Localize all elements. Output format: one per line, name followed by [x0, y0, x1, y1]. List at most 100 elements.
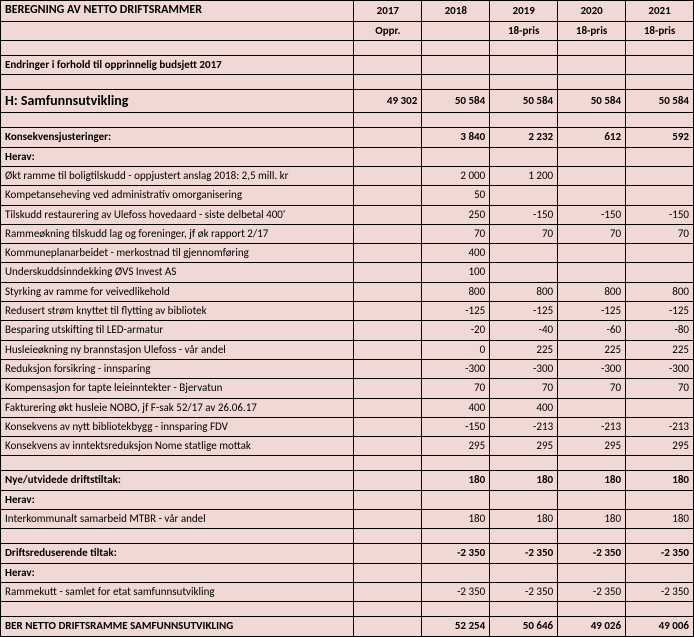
empty-row — [1, 40, 694, 55]
item-label: Reduksjon forsikring - innsparing — [1, 359, 354, 378]
item-val: -150 — [422, 417, 490, 436]
item-val — [558, 186, 626, 205]
konsekvens-label: Konsekvensjusteringer: — [1, 128, 354, 147]
driftsred-row: Driftsreduserende tiltak: -2 350 -2 350 … — [1, 544, 694, 563]
item-val: -150 — [626, 205, 694, 224]
item-row: Underskuddsinndekking ØVS Invest AS100 — [1, 263, 694, 282]
item-val: -80 — [626, 321, 694, 340]
herav-label-2: Herav: — [1, 490, 354, 509]
year-2021: 2021 — [626, 1, 694, 22]
item-val: -150 — [490, 205, 558, 224]
item-label: Tilskudd restaurering av Ulefoss hovedaa… — [1, 205, 354, 224]
budget-table: BEREGNING AV NETTO DRIFTSRAMMER 2017 201… — [0, 0, 694, 637]
item-row: Styrking av ramme for veivedlikehold8008… — [1, 282, 694, 301]
item-val: 2 000 — [422, 166, 490, 185]
item-val: -60 — [558, 321, 626, 340]
item-val: -125 — [422, 302, 490, 321]
item-val — [354, 379, 422, 398]
item-row: Kompensasjon for tapte leieinntekter - B… — [1, 379, 694, 398]
item-label: Konsekvens av nytt bibliotekbygg - innsp… — [1, 417, 354, 436]
item-val — [558, 263, 626, 282]
total-label: BER NETTO DRIFTSRAMME SAMFUNNSUTVIKLING — [1, 617, 354, 636]
item-val — [354, 263, 422, 282]
item-row: Kompetanseheving ved administrativ omorg… — [1, 186, 694, 205]
total-row: BER NETTO DRIFTSRAMME SAMFUNNSUTVIKLING … — [1, 617, 694, 636]
item-val: -125 — [490, 302, 558, 321]
driftsred-item-val: -2 350 — [626, 582, 694, 601]
item-val: 70 — [422, 379, 490, 398]
item-val: 70 — [626, 224, 694, 243]
item-val — [626, 244, 694, 263]
item-val — [490, 186, 558, 205]
item-val: -300 — [490, 359, 558, 378]
konsekvens-row: Konsekvensjusteringer: 3 840 2 232 612 5… — [1, 128, 694, 147]
item-val: 50 — [422, 186, 490, 205]
item-val: -40 — [490, 321, 558, 340]
nye-item-val — [354, 510, 422, 529]
driftsred-item-val: -2 350 — [558, 582, 626, 601]
item-val: 800 — [490, 282, 558, 301]
driftsred-item-val: -2 350 — [490, 582, 558, 601]
item-val: 70 — [558, 224, 626, 243]
item-val: -150 — [558, 205, 626, 224]
item-val — [354, 244, 422, 263]
sub-2020: 18-pris — [558, 21, 626, 40]
nye-item-val: 180 — [558, 510, 626, 529]
herav-label-1: Herav: — [1, 147, 354, 166]
sub-2019: 18-pris — [490, 21, 558, 40]
item-val: 400 — [422, 244, 490, 263]
item-val: 70 — [490, 379, 558, 398]
item-val — [558, 244, 626, 263]
section-h-val-1: 50 584 — [422, 90, 490, 113]
item-val — [354, 302, 422, 321]
item-label: Kompensasjon for tapte leieinntekter - B… — [1, 379, 354, 398]
item-val: -300 — [558, 359, 626, 378]
empty-row — [1, 75, 694, 90]
nye-item-val: 180 — [490, 510, 558, 529]
item-row: Konsekvens av nytt bibliotekbygg - innsp… — [1, 417, 694, 436]
item-val: -213 — [626, 417, 694, 436]
item-label: Økt ramme til boligtilskudd - oppjustert… — [1, 166, 354, 185]
changes-row: Endringer i forhold til opprinnelig buds… — [1, 55, 694, 74]
item-label: Konsekvens av inntektsreduksjon Nome sta… — [1, 437, 354, 456]
item-val: 0 — [422, 340, 490, 359]
header-row-1: BEREGNING AV NETTO DRIFTSRAMMER 2017 201… — [1, 1, 694, 22]
section-h-val-4: 50 584 — [626, 90, 694, 113]
item-val: -213 — [490, 417, 558, 436]
item-val: -300 — [422, 359, 490, 378]
item-val: 295 — [422, 437, 490, 456]
driftsred-item-val — [354, 582, 422, 601]
empty-row — [1, 602, 694, 617]
item-val: 225 — [626, 340, 694, 359]
item-row: Økt ramme til boligtilskudd - oppjustert… — [1, 166, 694, 185]
item-val: 295 — [626, 437, 694, 456]
section-h-val-0: 49 302 — [354, 90, 422, 113]
item-row: Fakturering økt husleie NOBO, jf F-sak 5… — [1, 398, 694, 417]
item-label: Underskuddsinndekking ØVS Invest AS — [1, 263, 354, 282]
item-label: Kompetanseheving ved administrativ omorg… — [1, 186, 354, 205]
item-val: 70 — [558, 379, 626, 398]
item-label: Styrking av ramme for veivedlikehold — [1, 282, 354, 301]
item-row: Konsekvens av inntektsreduksjon Nome sta… — [1, 437, 694, 456]
sub-2021: 18-pris — [626, 21, 694, 40]
item-label: Husleieøkning ny brannstasjon Ulefoss - … — [1, 340, 354, 359]
driftsred-label: Driftsreduserende tiltak: — [1, 544, 354, 563]
changes-label: Endringer i forhold til opprinnelig buds… — [1, 55, 354, 74]
item-val — [626, 398, 694, 417]
item-val: 1 200 — [490, 166, 558, 185]
herav-row-1: Herav: — [1, 147, 694, 166]
item-val: 800 — [558, 282, 626, 301]
item-val: 800 — [422, 282, 490, 301]
item-val: -20 — [422, 321, 490, 340]
item-val — [354, 417, 422, 436]
header-row-2: Oppr. 18-pris 18-pris 18-pris — [1, 21, 694, 40]
item-label: Redusert strøm knyttet til flytting av b… — [1, 302, 354, 321]
year-2019: 2019 — [490, 1, 558, 22]
item-val — [354, 224, 422, 243]
empty-row — [1, 456, 694, 471]
year-2020: 2020 — [558, 1, 626, 22]
item-val: 400 — [422, 398, 490, 417]
item-row: Besparing utskifting til LED-armatur-20-… — [1, 321, 694, 340]
item-label: Rammeøkning tilskudd lag og foreninger, … — [1, 224, 354, 243]
nye-row: Nye/utvidede driftstiltak: 180 180 180 1… — [1, 471, 694, 490]
